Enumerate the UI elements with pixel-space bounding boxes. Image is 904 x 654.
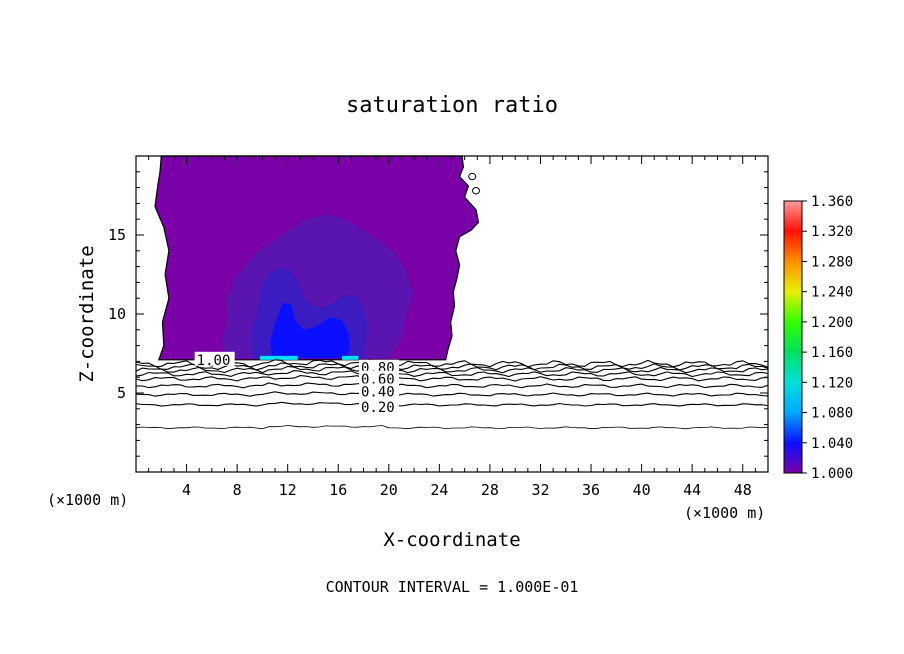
x-tick-label: 8 bbox=[233, 481, 242, 499]
region-1-10 bbox=[342, 355, 359, 360]
x-tick-label: 16 bbox=[329, 481, 347, 499]
x-tick-label: 24 bbox=[430, 481, 448, 499]
contour-line bbox=[135, 425, 769, 430]
x-tick-label: 32 bbox=[531, 481, 549, 499]
cloud-boundary bbox=[154, 155, 480, 361]
colorbar-tick-label: 1.280 bbox=[811, 254, 853, 270]
x-tick-label: 40 bbox=[633, 481, 651, 499]
colorbar-tick-label: 1.360 bbox=[811, 194, 853, 210]
colorbar-tick-label: 1.040 bbox=[811, 436, 853, 452]
region-1-03 bbox=[270, 302, 350, 359]
contour-line bbox=[135, 401, 769, 407]
colorbar-tick-label: 1.120 bbox=[811, 375, 853, 391]
x-tick-label: 36 bbox=[582, 481, 600, 499]
x-axis-ticks: 4 8 12 16 20 24 28 32 36 40 44 48 bbox=[148, 156, 756, 499]
colorbar: 1.360 1.320 1.280 1.240 1.200 1.160 1.120 1.080… bbox=[783, 194, 853, 482]
contour-label-bg bbox=[358, 399, 399, 414]
y-tick-label: 10 bbox=[108, 305, 126, 323]
y-tick-label: 5 bbox=[117, 384, 126, 402]
saturation-regions bbox=[154, 155, 481, 361]
y-axis-label: Z-coordinate bbox=[76, 245, 98, 382]
contour-line bbox=[135, 382, 769, 389]
contour-label: 1.00 bbox=[197, 353, 231, 369]
contour-line bbox=[135, 365, 769, 374]
x-tick-label: 20 bbox=[380, 481, 398, 499]
region-1-10 bbox=[259, 355, 298, 360]
plot-area: 1.00 0.800.600.400.20 4 8 12 16 20 24 28 32 36 40 4… bbox=[108, 155, 769, 499]
contour-label: 0.20 bbox=[361, 400, 395, 416]
colorbar-tick-label: 1.000 bbox=[811, 466, 853, 482]
colorbar-tick-label: 1.200 bbox=[811, 315, 853, 331]
contour-lines bbox=[135, 358, 769, 430]
x-tick-label: 4 bbox=[182, 481, 191, 499]
contour-islet bbox=[468, 172, 477, 181]
contour-line bbox=[135, 358, 769, 368]
x-tick-label: 28 bbox=[481, 481, 499, 499]
chart-title: saturation ratio bbox=[346, 93, 558, 118]
contour-islet bbox=[472, 187, 481, 195]
x-unit-label: (×1000 m) bbox=[684, 504, 765, 522]
z-unit-label: (×1000 m) bbox=[47, 491, 128, 509]
x-tick-label: 44 bbox=[683, 481, 701, 499]
colorbar-tick-label: 1.240 bbox=[811, 285, 853, 301]
contour-line bbox=[135, 370, 769, 378]
colorbar-tick-label: 1.320 bbox=[811, 224, 853, 240]
y-axis-ticks: 5 10 15 bbox=[108, 171, 768, 457]
colorbar-gradient bbox=[783, 200, 803, 474]
colorbar-ticks: 1.360 1.320 1.280 1.240 1.200 1.160 1.120 1.080… bbox=[802, 194, 853, 482]
contour-line bbox=[135, 375, 769, 382]
x-tick-label: 48 bbox=[734, 481, 752, 499]
contour-label-bg bbox=[358, 359, 399, 374]
contour-label-bg bbox=[194, 351, 235, 366]
y-tick-label: 15 bbox=[108, 226, 126, 244]
contour-line bbox=[135, 361, 769, 371]
contour-label: 0.40 bbox=[361, 384, 395, 400]
contour-labels: 1.00 0.800.600.400.20 bbox=[194, 351, 399, 416]
x-tick-label: 12 bbox=[279, 481, 297, 499]
contour-label-bg bbox=[358, 370, 399, 385]
contour-line bbox=[135, 391, 769, 397]
contour-label-bg bbox=[358, 383, 399, 398]
contour-interval-note: CONTOUR INTERVAL = 1.000E-01 bbox=[326, 578, 579, 596]
colorbar-tick-label: 1.080 bbox=[811, 406, 853, 422]
x-axis-label: X-coordinate bbox=[383, 529, 520, 551]
colorbar-tick-label: 1.160 bbox=[811, 345, 853, 361]
